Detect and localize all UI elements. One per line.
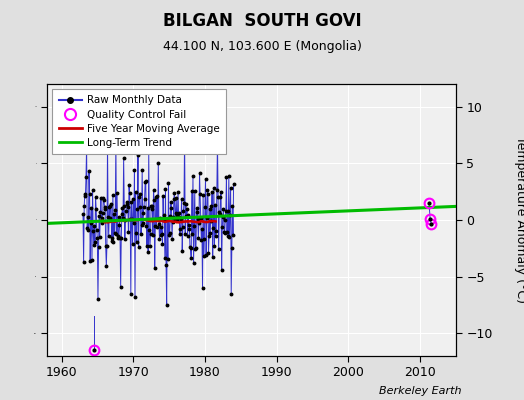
Text: Berkeley Earth: Berkeley Earth [379,386,461,396]
Legend: Raw Monthly Data, Quality Control Fail, Five Year Moving Average, Long-Term Tren: Raw Monthly Data, Quality Control Fail, … [52,89,226,154]
Text: 44.100 N, 103.600 E (Mongolia): 44.100 N, 103.600 E (Mongolia) [162,40,362,53]
Y-axis label: Temperature Anomaly (°C): Temperature Anomaly (°C) [514,136,524,304]
Text: BILGAN  SOUTH GOVI: BILGAN SOUTH GOVI [162,12,362,30]
